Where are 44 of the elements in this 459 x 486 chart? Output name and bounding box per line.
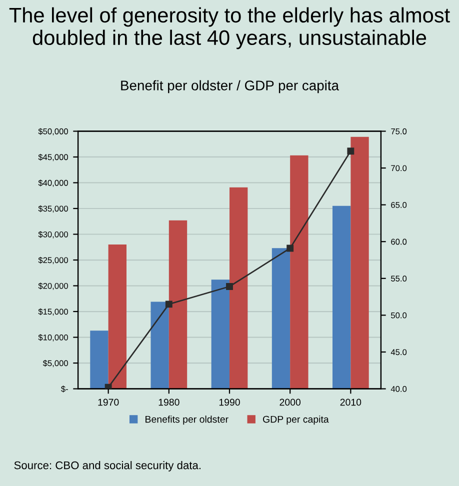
y-tick-label: $40,000 (38, 180, 68, 187)
y-tick-label: $- (60, 386, 68, 392)
y-tick-label: $15,000 (38, 308, 68, 316)
y-tick-label: $10,000 (38, 334, 68, 342)
chart-subtitle: Benefit per oldster / GDP per capita (121, 80, 340, 94)
source-note: Source: CBO and social security data. (14, 461, 200, 472)
x-tick-label: 2000 (280, 398, 301, 406)
y-tick-label: $5,000 (42, 360, 68, 368)
bar (150, 302, 169, 389)
y-tick-label: $35,000 (38, 205, 68, 213)
bar (168, 220, 188, 389)
chart-title: The level of generosity to the elderly has almost doubled in the last 40 years, unsustainable (9, 7, 450, 50)
bar (108, 244, 126, 389)
legend-label: Benefits per oldster (146, 416, 228, 425)
y-tick-label: $30,000 (38, 231, 68, 238)
bar (211, 280, 230, 389)
x-tick-label: 1990 (219, 398, 240, 406)
point (347, 148, 354, 155)
y-tick-label: $20,000 (38, 282, 68, 290)
y-tick-label: $45,000 (38, 154, 68, 162)
point (286, 244, 294, 252)
x-tick-label: 1970 (98, 398, 119, 406)
bar (350, 136, 369, 389)
x-tick-label: 2010 (340, 398, 362, 406)
bar (272, 248, 290, 389)
y2-tick-label: 40.0 (390, 386, 407, 392)
point (226, 283, 233, 290)
bar (332, 206, 351, 389)
bar (290, 155, 308, 389)
point (104, 384, 112, 389)
y2-tick-label: 45.0 (390, 349, 407, 356)
bar (90, 330, 108, 389)
y2-tick-label: 50.0 (391, 312, 407, 318)
y2-tick-label: 65.0 (391, 202, 407, 208)
y-tick-label: $50,000 (38, 128, 68, 136)
y2-tick-label: 60.0 (391, 238, 407, 245)
bar (230, 187, 248, 389)
y2-tick-label: 55.0 (391, 276, 407, 282)
x-tick-label: 1980 (158, 398, 180, 406)
point (165, 300, 172, 308)
y2-tick-label: 75.0 (391, 128, 407, 134)
legend-label: GDP per capita (263, 416, 329, 425)
y2-tick-label: 70.0 (391, 165, 407, 172)
y-tick-label: $25,000 (38, 256, 68, 264)
